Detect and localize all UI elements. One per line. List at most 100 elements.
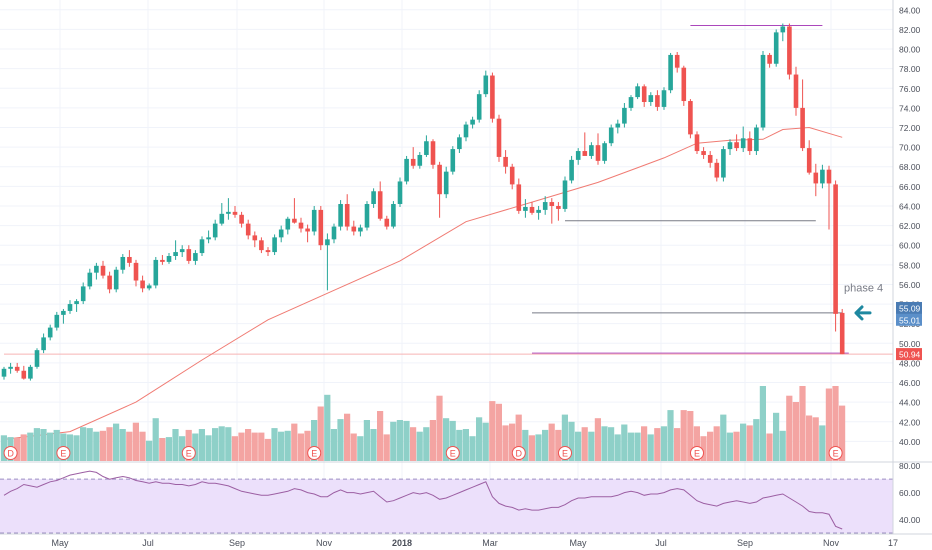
- volume-bar: [390, 421, 397, 461]
- candle: [252, 231, 258, 248]
- volume-bar: [53, 429, 60, 461]
- event-marker-e[interactable]: E: [181, 446, 196, 460]
- candle-body: [186, 249, 192, 261]
- candle: [437, 161, 442, 218]
- candle-body: [503, 156, 508, 167]
- candle-body: [377, 191, 383, 219]
- candle-body: [292, 218, 297, 223]
- volume-bar: [126, 431, 133, 461]
- candle: [318, 205, 324, 251]
- candle: [747, 131, 753, 155]
- candle-body: [219, 213, 225, 224]
- volume-bar: [73, 435, 80, 461]
- event-marker-e[interactable]: E: [56, 446, 71, 460]
- candle-body: [311, 209, 317, 232]
- candle-body: [351, 226, 357, 232]
- volume-bar: [495, 403, 502, 461]
- candle: [582, 132, 588, 156]
- candle-body: [628, 97, 634, 108]
- candle-body: [113, 269, 119, 290]
- candle-body: [127, 256, 132, 263]
- candle-body: [476, 94, 482, 120]
- volume-bar: [469, 436, 476, 461]
- candle: [41, 333, 46, 354]
- event-marker-e[interactable]: E: [307, 446, 322, 460]
- volume-bar: [106, 427, 113, 461]
- candle: [8, 362, 13, 374]
- volume-bar: [839, 405, 846, 461]
- candle: [107, 271, 112, 294]
- candle: [61, 308, 66, 324]
- volume-bar: [713, 426, 720, 461]
- candle: [589, 142, 594, 159]
- volume-bar: [27, 432, 34, 461]
- candle: [245, 219, 251, 240]
- candle: [457, 134, 462, 154]
- event-marker-e[interactable]: E: [558, 446, 572, 460]
- candle: [476, 90, 482, 123]
- price-tag-label: 50.94: [899, 350, 921, 360]
- candle: [529, 202, 535, 215]
- volume-bar: [575, 431, 582, 461]
- candle: [21, 365, 27, 380]
- volume-bar: [40, 429, 47, 461]
- candle-body: [160, 259, 165, 262]
- candle-body: [133, 262, 139, 281]
- volume-bar: [410, 427, 417, 461]
- volume-bar: [634, 432, 641, 461]
- candle-body: [331, 226, 337, 240]
- candle: [166, 253, 172, 264]
- candle: [47, 324, 53, 341]
- phase-annotation: phase 4: [844, 282, 883, 294]
- candle-body: [575, 151, 581, 160]
- price-tick-label: 66.00: [899, 182, 921, 192]
- event-marker-e[interactable]: E: [690, 446, 704, 460]
- event-marker-e[interactable]: E: [828, 446, 843, 460]
- volume-bar: [423, 427, 430, 461]
- volume-bar: [146, 440, 153, 461]
- volume-bar: [555, 429, 562, 461]
- candle-body: [107, 275, 112, 290]
- volume-bar: [621, 424, 628, 461]
- candle-body: [391, 204, 396, 227]
- candle-body: [523, 206, 528, 211]
- candle-body: [569, 159, 574, 181]
- volume-bar: [337, 419, 344, 461]
- volume-bar: [245, 429, 252, 461]
- volume-bar: [601, 426, 608, 461]
- time-tick-label: Nov: [316, 538, 333, 548]
- candle: [417, 152, 423, 169]
- volume-bar: [80, 427, 87, 461]
- event-marker-circle: [181, 446, 196, 460]
- candle: [813, 163, 819, 197]
- price-tag: [896, 348, 922, 361]
- event-marker-e[interactable]: E: [445, 446, 460, 460]
- candle-body: [272, 237, 277, 253]
- candle-body: [457, 137, 462, 150]
- chart-overlay: [3, 25, 893, 440]
- candle: [259, 237, 264, 254]
- candle-body: [265, 250, 271, 253]
- event-marker-d[interactable]: D: [511, 446, 526, 460]
- event-marker-label: E: [694, 449, 700, 459]
- candle-body: [727, 142, 733, 150]
- volume-bar: [132, 422, 139, 461]
- candle-body: [661, 90, 667, 107]
- candle: [820, 164, 825, 189]
- volume-bar: [720, 414, 727, 461]
- volume-bar: [660, 426, 667, 461]
- volume-bar: [647, 434, 654, 461]
- price-tick-label: 70.00: [899, 143, 921, 153]
- volume-bar: [436, 395, 443, 461]
- volume-bar: [205, 435, 212, 461]
- candle-body: [61, 310, 66, 315]
- event-marker-d[interactable]: D: [3, 446, 18, 460]
- candle-body: [199, 239, 205, 254]
- candle: [450, 146, 456, 175]
- candle: [127, 250, 132, 267]
- volume-bar: [370, 429, 377, 461]
- candle-body: [41, 337, 46, 351]
- event-marker-circle: [56, 446, 71, 460]
- volume-bar: [627, 432, 634, 461]
- volume-bar: [139, 431, 146, 461]
